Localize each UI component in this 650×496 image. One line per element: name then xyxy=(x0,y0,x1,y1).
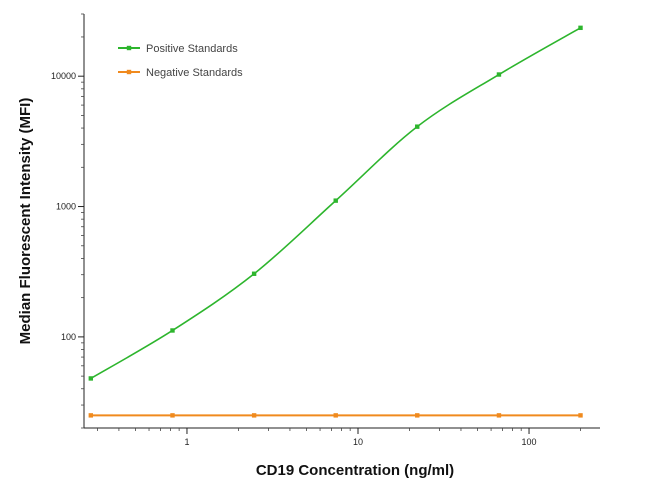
series-0-point xyxy=(578,25,583,31)
series-0-point xyxy=(496,72,502,77)
x-tick-label: 100 xyxy=(522,437,537,447)
legend: Positive Standards Negative Standards xyxy=(118,43,243,79)
series-1-point xyxy=(251,413,257,418)
series-0-point xyxy=(170,328,175,333)
series-0-point xyxy=(333,198,338,203)
legend-marker xyxy=(126,69,132,75)
y-tick-label: 10000 xyxy=(51,71,76,81)
y-tick-label: 100 xyxy=(61,332,76,342)
data-points xyxy=(88,25,583,418)
series-1-point xyxy=(415,413,420,418)
y-axis-title: Median Fluorescent Intensity (MFI) xyxy=(17,98,34,345)
ticks: 1 10 100 100 1000 10000 xyxy=(51,13,581,447)
series-1-point xyxy=(333,413,338,418)
legend-label: Positive Standards xyxy=(146,43,238,55)
x-tick-label: 1 xyxy=(184,437,189,447)
series-1-point xyxy=(170,413,175,418)
series-0-point xyxy=(415,124,420,129)
legend-marker xyxy=(126,45,132,51)
y-tick-label: 1000 xyxy=(56,202,76,212)
x-tick-label: 10 xyxy=(353,437,363,447)
x-axis-title: CD19 Concentration (ng/ml) xyxy=(256,462,454,479)
series-0-point xyxy=(251,271,257,276)
fit-curves xyxy=(90,27,581,417)
series-0-point xyxy=(88,376,94,381)
legend-label: Negative Standards xyxy=(146,67,243,79)
series-1-point xyxy=(88,413,94,418)
series-1-point xyxy=(578,413,583,418)
series-0-fit-curve xyxy=(90,27,581,380)
series-1-point xyxy=(496,413,502,418)
